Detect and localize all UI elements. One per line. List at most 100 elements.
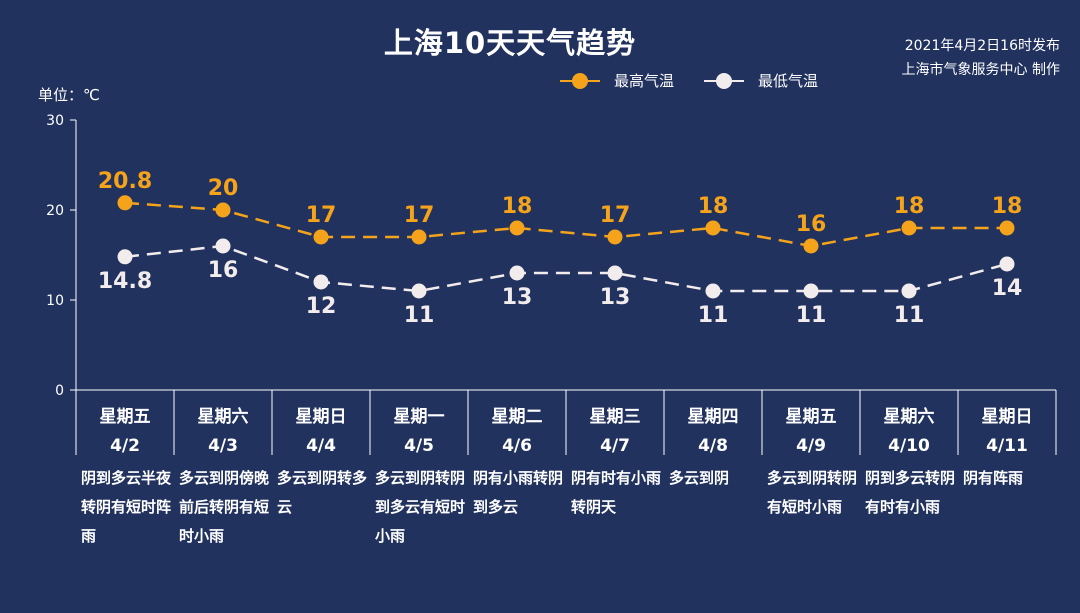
data-label-high: 16 bbox=[796, 212, 827, 237]
data-label-high: 20 bbox=[208, 176, 239, 201]
weather-description-line: 雨 bbox=[81, 527, 96, 545]
data-label-low: 16 bbox=[208, 258, 239, 283]
weather-description-line: 阴有小雨转阴 bbox=[473, 469, 563, 487]
weather-description-line: 有短时小雨 bbox=[767, 498, 842, 516]
date-tick-label: 4/10 bbox=[888, 436, 930, 456]
data-point-low bbox=[607, 265, 623, 281]
data-label-high: 18 bbox=[698, 194, 729, 219]
data-point-high bbox=[411, 229, 427, 245]
data-point-high bbox=[117, 195, 133, 211]
weather-description-line: 转阴有短时阵 bbox=[81, 498, 171, 516]
unit-label: 单位：℃ bbox=[38, 86, 100, 104]
legend-marker-low bbox=[704, 72, 745, 89]
data-label-low: 13 bbox=[502, 285, 533, 310]
weather-description-line: 阴有时有小雨 bbox=[571, 469, 661, 487]
date-tick-label: 4/4 bbox=[306, 436, 336, 456]
data-point-low bbox=[411, 283, 427, 299]
date-tick-label: 4/8 bbox=[698, 436, 728, 456]
data-point-low bbox=[999, 256, 1015, 272]
y-tick-label: 30 bbox=[46, 113, 64, 129]
legend-label-high: 最高气温 bbox=[614, 72, 675, 90]
data-label-low: 14 bbox=[992, 276, 1023, 301]
data-point-high bbox=[509, 220, 525, 236]
weather-description-line: 阴到多云转阴 bbox=[865, 469, 955, 487]
data-point-low bbox=[901, 283, 917, 299]
weather-description-line: 多云到阴转阴 bbox=[375, 469, 465, 487]
weather-description-line: 阴有阵雨 bbox=[963, 469, 1023, 487]
date-tick-label: 4/11 bbox=[986, 436, 1028, 456]
weather-description-line: 多云到阴 bbox=[669, 469, 729, 487]
data-label-low: 11 bbox=[404, 303, 435, 328]
date-tick-label: 4/7 bbox=[600, 436, 630, 456]
data-label-high: 18 bbox=[894, 194, 925, 219]
data-point-low bbox=[509, 265, 525, 281]
y-tick-label: 20 bbox=[46, 203, 64, 219]
data-point-high bbox=[803, 238, 819, 254]
data-point-low bbox=[705, 283, 721, 299]
data-point-low bbox=[215, 238, 231, 254]
publish-info: 2021年4月2日16时发布 上海市气象服务中心 制作 bbox=[902, 34, 1060, 82]
weather-description-line: 到多云 bbox=[473, 498, 518, 516]
data-label-high: 18 bbox=[502, 194, 533, 219]
data-label-low: 11 bbox=[796, 303, 827, 328]
data-label-low: 13 bbox=[600, 285, 631, 310]
series-line-low bbox=[124, 244, 1008, 293]
data-point-high bbox=[607, 229, 623, 245]
date-tick-label: 4/3 bbox=[208, 436, 238, 456]
weekday-label: 星期日 bbox=[296, 407, 347, 427]
data-label-high: 20.8 bbox=[98, 169, 152, 194]
weekday-label: 星期六 bbox=[884, 406, 935, 427]
data-point-high bbox=[313, 229, 329, 245]
weather-description-line: 云 bbox=[277, 498, 292, 516]
data-label-high: 18 bbox=[992, 194, 1023, 219]
weekday-label: 星期五 bbox=[786, 407, 837, 427]
data-point-high bbox=[999, 220, 1015, 236]
legend-marker-high bbox=[560, 72, 600, 89]
weekday-label: 星期四 bbox=[688, 407, 739, 427]
data-label-low: 11 bbox=[698, 303, 729, 328]
data-point-low bbox=[117, 249, 133, 265]
weather-description-line: 有时有小雨 bbox=[865, 498, 940, 516]
data-point-high bbox=[705, 220, 721, 236]
y-tick-label: 10 bbox=[46, 293, 64, 309]
publisher: 上海市气象服务中心 制作 bbox=[901, 62, 1060, 78]
series-line-high bbox=[124, 201, 1007, 248]
chart-title: 上海10天天气趋势 bbox=[383, 26, 637, 60]
legend-label-low: 最低气温 bbox=[758, 72, 819, 90]
weather-description-line: 多云到阴傍晚 bbox=[179, 469, 269, 487]
data-point-low bbox=[803, 283, 819, 299]
data-point-low bbox=[313, 274, 329, 290]
weekday-label: 星期三 bbox=[590, 407, 641, 427]
data-point-high bbox=[901, 220, 917, 236]
data-label-low: 14.8 bbox=[98, 269, 152, 294]
legend: 最高气温 最低气温 bbox=[560, 70, 848, 91]
weather-description-line: 到多云有短时 bbox=[375, 498, 465, 516]
date-tick-label: 4/2 bbox=[110, 436, 140, 456]
legend-item-high: 最高气温 bbox=[560, 70, 674, 91]
legend-item-low: 最低气温 bbox=[704, 70, 818, 91]
weather-description-line: 时小雨 bbox=[179, 527, 224, 545]
weekday-label: 星期日 bbox=[982, 407, 1033, 427]
weather-description-line: 多云到阴转阴 bbox=[767, 469, 857, 487]
weather-description-line: 阴到多云半夜 bbox=[81, 469, 172, 487]
data-label-low: 11 bbox=[894, 303, 925, 328]
data-label-high: 17 bbox=[404, 203, 435, 228]
weather-description-line: 前后转阴有短 bbox=[179, 498, 269, 516]
data-label-low: 12 bbox=[306, 294, 337, 319]
weekday-label: 星期五 bbox=[100, 407, 151, 427]
y-tick-label: 0 bbox=[55, 383, 64, 399]
date-tick-label: 4/5 bbox=[404, 436, 434, 456]
weekday-label: 星期二 bbox=[492, 407, 543, 427]
data-label-high: 17 bbox=[306, 203, 337, 228]
weather-description-line: 多云到阴转多 bbox=[277, 469, 367, 487]
weather-description-line: 小雨 bbox=[375, 527, 405, 545]
date-tick-label: 4/9 bbox=[796, 436, 826, 456]
date-tick-label: 4/6 bbox=[502, 436, 532, 456]
weekday-label: 星期六 bbox=[198, 406, 249, 427]
publish-time: 2021年4月2日16时发布 bbox=[904, 38, 1060, 54]
weather-description-line: 转阴天 bbox=[571, 498, 617, 516]
weekday-label: 星期一 bbox=[394, 407, 445, 427]
data-label-high: 17 bbox=[600, 203, 631, 228]
